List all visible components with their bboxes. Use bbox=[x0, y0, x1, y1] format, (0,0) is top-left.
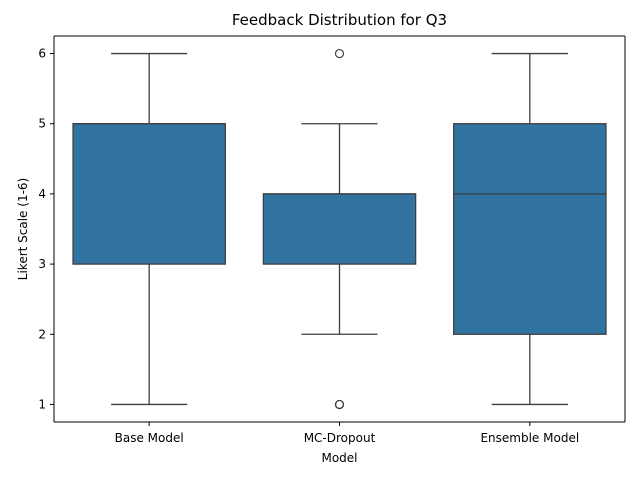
box-0 bbox=[72, 52, 226, 406]
y-tick-label: 6 bbox=[38, 47, 46, 61]
box-1 bbox=[262, 48, 417, 410]
chart-title: Feedback Distribution for Q3 bbox=[232, 11, 447, 29]
box-body bbox=[453, 123, 607, 335]
x-tick-label: Ensemble Model bbox=[480, 431, 579, 445]
outlier-point bbox=[334, 399, 345, 410]
box-2 bbox=[453, 52, 607, 406]
y-tick-label: 3 bbox=[38, 257, 46, 271]
y-tick-label: 2 bbox=[38, 327, 46, 341]
x-axis-label: Model bbox=[321, 451, 357, 465]
x-tick-label: Base Model bbox=[115, 431, 184, 445]
plot-area bbox=[72, 48, 607, 410]
y-axis-label: Likert Scale (1-6) bbox=[16, 178, 30, 280]
x-tick-label: MC-Dropout bbox=[304, 431, 376, 445]
box-body bbox=[72, 123, 226, 265]
box-body bbox=[262, 193, 417, 265]
y-tick-label: 1 bbox=[38, 397, 46, 411]
outlier-point bbox=[334, 48, 345, 59]
y-tick-label: 5 bbox=[38, 117, 46, 131]
y-tick-label: 4 bbox=[38, 187, 46, 201]
